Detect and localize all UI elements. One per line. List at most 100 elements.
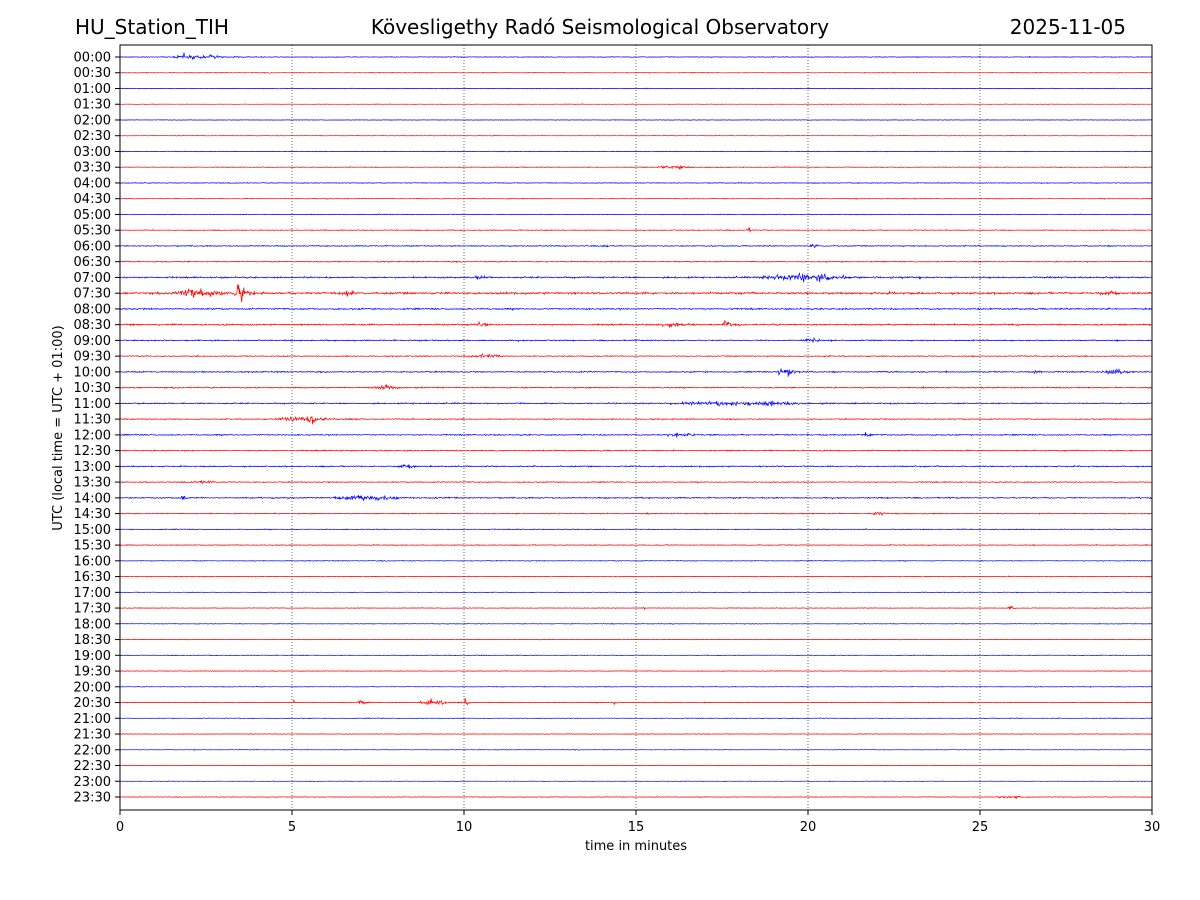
trace-1400 (120, 494, 1152, 502)
y-tick-label: 17:30 (74, 602, 111, 617)
trace-2200 (120, 748, 1152, 751)
trace-1330 (120, 479, 1152, 485)
trace-0530 (120, 227, 1152, 233)
trace-1700 (120, 591, 1152, 594)
y-tick-label: 21:00 (74, 712, 111, 727)
trace-1900 (120, 654, 1152, 657)
x-axis-label: time in minutes (585, 839, 687, 854)
trace-2000 (120, 685, 1152, 688)
trace-1130 (120, 415, 1152, 425)
y-tick-label: 19:30 (74, 665, 111, 680)
y-tick-label: 16:00 (74, 554, 111, 569)
y-tick-label: 04:00 (74, 176, 111, 191)
trace-0600 (120, 243, 1152, 249)
trace-1000 (120, 368, 1152, 377)
y-tick-label: 12:00 (74, 428, 111, 443)
y-tick-label: 14:30 (74, 507, 111, 522)
trace-2300 (120, 780, 1152, 783)
chart-date: 2025-11-05 (1009, 15, 1126, 39)
y-tick-label: 00:00 (74, 51, 111, 66)
trace-1300 (120, 463, 1152, 470)
chart-title: Kövesligethy Radó Seismological Observat… (370, 15, 830, 39)
trace-1930 (120, 670, 1152, 672)
y-tick-label: 05:00 (74, 208, 111, 223)
y-tick-label: 23:30 (74, 791, 111, 806)
trace-0800 (120, 307, 1152, 312)
y-tick-label: 15:00 (74, 523, 111, 538)
y-tick-label: 13:30 (74, 476, 111, 491)
y-tick-label: 18:30 (74, 633, 111, 648)
y-tick-label: 15:30 (74, 539, 111, 554)
y-tick-label: 22:00 (74, 743, 111, 758)
trace-0430 (120, 197, 1152, 200)
y-tick-label: 02:30 (74, 129, 111, 144)
y-tick-label: 00:30 (74, 66, 111, 81)
trace-0230 (120, 134, 1152, 137)
y-tick-label: 23:00 (74, 775, 111, 790)
trace-1800 (120, 622, 1152, 625)
x-tick-label: 5 (288, 820, 296, 835)
trace-0130 (120, 103, 1152, 106)
trace-1530 (120, 543, 1152, 547)
y-tick-label: 01:00 (74, 82, 111, 97)
trace-0500 (120, 213, 1152, 216)
trace-0400 (120, 181, 1152, 185)
x-tick-label: 25 (972, 820, 989, 835)
trace-0630 (120, 260, 1152, 264)
y-tick-label: 04:30 (74, 192, 111, 207)
y-tick-label: 18:00 (74, 617, 111, 632)
y-tick-label: 03:30 (74, 161, 111, 176)
trace-1030 (120, 383, 1152, 391)
trace-0300 (120, 150, 1152, 153)
trace-1100 (120, 400, 1152, 407)
y-tick-label: 20:00 (74, 680, 111, 695)
trace-0900 (120, 336, 1152, 344)
trace-1600 (120, 559, 1152, 562)
y-tick-label: 12:30 (74, 444, 111, 459)
trace-1730 (120, 605, 1152, 611)
trace-0030 (120, 71, 1152, 74)
y-tick-label: 09:30 (74, 350, 111, 365)
x-tick-label: 10 (456, 820, 473, 835)
trace-1830 (120, 638, 1152, 641)
trace-0930 (120, 353, 1152, 359)
y-tick-label: 06:30 (74, 255, 111, 270)
y-tick-label: 16:30 (74, 570, 111, 585)
y-tick-label: 13:00 (74, 460, 111, 475)
trace-2100 (120, 717, 1152, 720)
trace-0330 (120, 165, 1152, 170)
y-tick-label: 21:30 (74, 728, 111, 743)
y-tick-label: 07:00 (74, 271, 111, 286)
y-tick-label: 20:30 (74, 696, 111, 711)
trace-1500 (120, 528, 1152, 531)
y-tick-label: 05:30 (74, 224, 111, 239)
y-tick-label: 11:30 (74, 413, 111, 428)
y-tick-label: 07:30 (74, 287, 111, 302)
x-tick-label: 30 (1144, 820, 1161, 835)
x-tick-label: 0 (116, 820, 124, 835)
y-tick-label: 08:00 (74, 302, 111, 317)
y-tick-label: 17:00 (74, 586, 111, 601)
trace-0830 (120, 319, 1152, 329)
y-tick-label: 19:00 (74, 649, 111, 664)
y-tick-label: 10:30 (74, 381, 111, 396)
y-tick-label: 08:30 (74, 318, 111, 333)
trace-0700 (120, 272, 1152, 283)
y-tick-label: 11:00 (74, 397, 111, 412)
x-tick-label: 20 (800, 820, 817, 835)
station-name: HU_Station_TIH (75, 15, 229, 39)
x-tick-label: 15 (628, 820, 645, 835)
trace-0100 (120, 87, 1152, 90)
trace-1630 (120, 575, 1152, 578)
trace-0200 (120, 119, 1152, 121)
trace-2130 (120, 733, 1152, 735)
y-tick-label: 10:00 (74, 365, 111, 380)
trace-2030 (120, 697, 1152, 706)
y-tick-label: 01:30 (74, 98, 111, 113)
trace-1200 (120, 431, 1152, 438)
y-tick-label: 22:30 (74, 759, 111, 774)
y-tick-label: 02:00 (74, 113, 111, 128)
y-tick-label: 06:00 (74, 239, 111, 254)
trace-2230 (120, 764, 1152, 767)
